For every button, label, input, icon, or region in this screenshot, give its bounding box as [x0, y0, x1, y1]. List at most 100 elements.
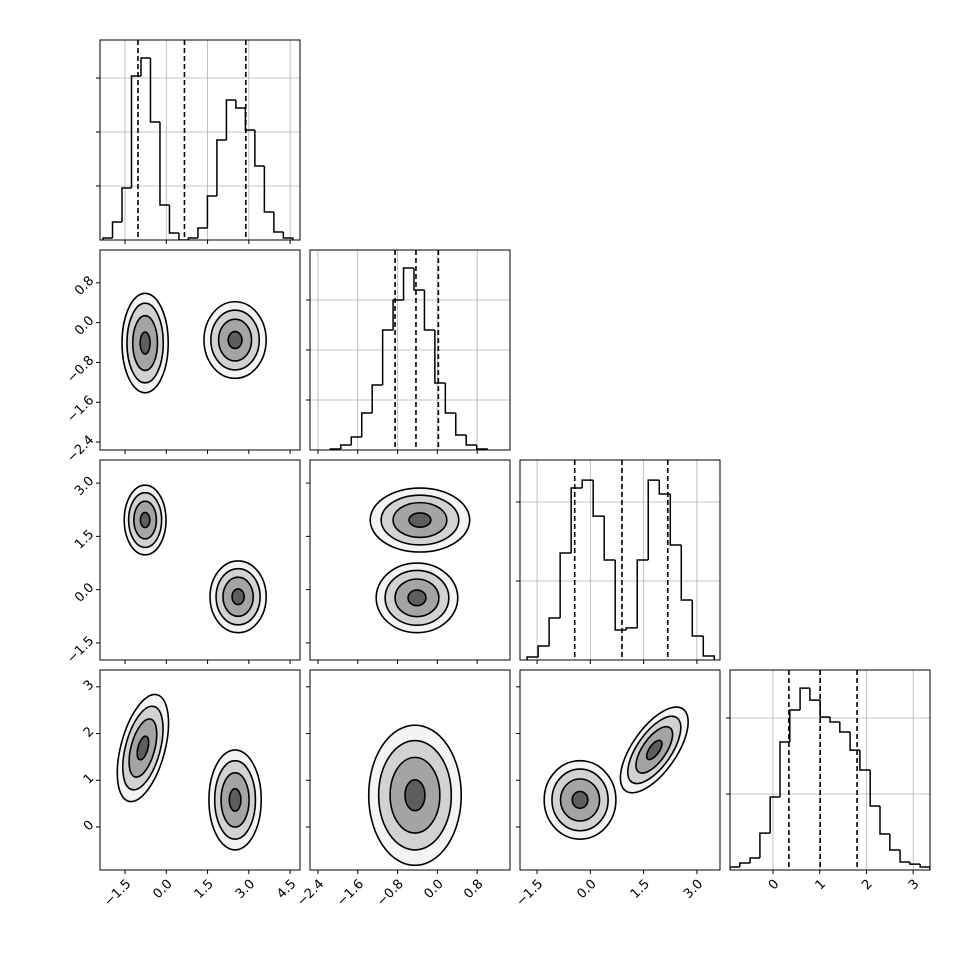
histogram-step — [282, 232, 294, 240]
panel: −2.4−1.6−0.80.00.8 — [64, 249, 301, 466]
histogram-step — [879, 806, 890, 835]
histogram-step — [149, 58, 160, 123]
contour — [645, 739, 663, 761]
histogram-step — [603, 516, 616, 561]
histogram-step — [849, 732, 860, 751]
histogram-step — [779, 741, 790, 798]
x-tick-label: 0 — [766, 877, 782, 893]
histogram-step — [235, 100, 246, 109]
histogram-step — [749, 857, 760, 864]
histogram — [526, 460, 716, 660]
histogram-step — [730, 866, 740, 870]
density — [367, 724, 463, 867]
x-tick-label: 1.5 — [628, 877, 653, 902]
histogram-step — [371, 384, 383, 413]
panel-frame — [99, 669, 301, 871]
histogram-step — [254, 129, 265, 167]
histogram-step — [559, 552, 572, 618]
panel: −1.5 0.0 1.5 3.0 — [64, 459, 301, 667]
density — [369, 487, 471, 634]
density — [121, 292, 267, 394]
y-tick-label: −1.6 — [64, 393, 97, 426]
histogram-step — [537, 645, 550, 657]
y-tick-label: −2.4 — [64, 433, 97, 466]
histogram-step — [909, 861, 921, 865]
y-tick-label: 0.8 — [72, 274, 97, 299]
histogram-step — [225, 99, 236, 140]
panel — [516, 459, 721, 664]
histogram-step — [111, 221, 123, 238]
histogram-step — [592, 480, 605, 517]
contour — [231, 588, 245, 606]
histogram-step — [669, 493, 682, 546]
y-tick-label: 1.5 — [72, 527, 97, 552]
histogram — [329, 250, 488, 450]
contour — [404, 779, 426, 812]
density — [116, 693, 263, 851]
panel: −1.5 0.0 1.5 3.0 — [513, 669, 721, 910]
histogram-step — [680, 544, 693, 601]
histogram-step — [859, 750, 871, 771]
histogram-step — [413, 268, 425, 291]
histogram-step — [526, 656, 539, 660]
histogram-step — [647, 479, 660, 560]
histogram-step — [475, 445, 488, 450]
contour — [228, 787, 242, 812]
panel-frame — [519, 459, 721, 661]
x-tick-label: 3.0 — [233, 877, 258, 902]
histogram-step — [570, 487, 583, 554]
histogram-step — [197, 227, 208, 238]
histogram-step — [434, 330, 446, 384]
y-tick-label: 0.0 — [72, 580, 97, 605]
histogram-step — [444, 383, 456, 414]
panel-frame — [729, 669, 931, 871]
histogram-step — [839, 721, 851, 733]
histogram-step — [636, 559, 649, 628]
histogram-step — [206, 195, 217, 229]
y-tick-label: −1.5 — [64, 634, 97, 667]
histogram-step — [263, 166, 274, 213]
y-tick-label: 2 — [81, 724, 97, 740]
panel — [306, 249, 511, 454]
histogram-step — [614, 560, 627, 631]
panel — [306, 459, 511, 664]
y-tick-label: 3 — [81, 678, 97, 694]
histogram — [730, 670, 930, 870]
contour — [571, 790, 589, 810]
panel-frame — [309, 249, 511, 451]
histogram-step — [819, 700, 830, 718]
histogram-step — [159, 121, 170, 206]
histogram-step — [465, 435, 477, 446]
panel-frame — [99, 39, 301, 241]
histogram-step — [121, 187, 132, 222]
y-tick-label: 0.0 — [72, 313, 97, 338]
histogram-step — [799, 687, 810, 710]
histogram-step — [889, 833, 901, 851]
contour — [227, 330, 243, 350]
histogram-step — [168, 205, 179, 234]
contour — [408, 512, 432, 528]
contour — [139, 331, 151, 355]
histogram-step — [402, 267, 414, 300]
histogram-step — [809, 688, 821, 701]
histogram-step — [178, 232, 189, 240]
histogram — [102, 40, 294, 240]
contour — [139, 511, 151, 529]
x-tick-label: −1.5 — [101, 877, 134, 910]
histogram-step — [658, 480, 671, 495]
x-tick-label: 2 — [859, 877, 875, 893]
histogram-step — [789, 709, 801, 743]
histogram-step — [919, 864, 930, 870]
histogram-step — [350, 436, 362, 445]
x-tick-label: −0.8 — [374, 877, 407, 910]
histogram-step — [769, 796, 780, 834]
histogram-step — [140, 57, 151, 76]
x-tick-label: 3 — [906, 877, 922, 893]
density — [123, 484, 267, 634]
x-tick-label: 1.5 — [192, 877, 217, 902]
x-tick-label: 0.8 — [461, 877, 486, 902]
density — [543, 706, 689, 840]
